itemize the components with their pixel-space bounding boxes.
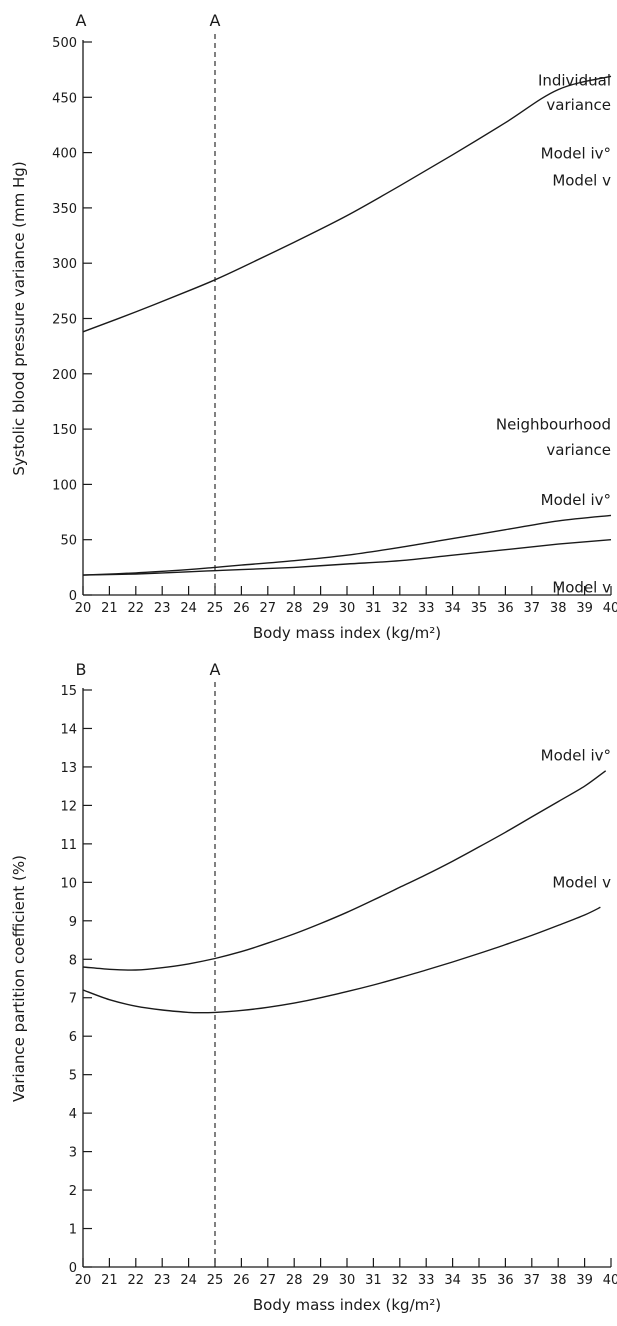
panel-b-x-tick-label: 33	[418, 1273, 435, 1288]
panel-b-annotation-1: Model iv°	[541, 746, 611, 764]
panel-a-y-tick-label: 300	[52, 257, 77, 272]
panel-b-y-tick-label: 8	[69, 953, 77, 968]
panel-a-annotation-7: Model iv°	[541, 491, 611, 509]
panel-a-annotation-6: variance	[546, 441, 611, 459]
panel-b-x-tick-label: 35	[471, 1273, 488, 1288]
panel-a-x-tick-label: 20	[75, 601, 92, 616]
panel-a-y-tick-label: 400	[52, 147, 77, 162]
panel-a-reference-label: A	[210, 11, 221, 30]
panel-b-y-tick-label: 3	[69, 1146, 77, 1161]
panel-a-x-tick-label: 37	[524, 601, 541, 616]
panel-b-y-tick-label: 0	[69, 1261, 77, 1276]
panel-a-series-line-3	[82, 539, 612, 576]
panel-a-letter: A	[76, 11, 87, 30]
panel-b-x-tick-label: 25	[207, 1273, 224, 1288]
panel-b-y-tick-label: 1	[69, 1223, 77, 1238]
panel-b-x-tick-label: 34	[444, 1273, 461, 1288]
panel-a-x-tick-label: 33	[418, 601, 435, 616]
panel-a-y-tick-label: 150	[52, 423, 77, 438]
panel-b-x-tick-label: 24	[180, 1273, 197, 1288]
panel-a-y-tick-label: 500	[52, 36, 77, 51]
panel-a-x-tick-label: 29	[312, 601, 329, 616]
panel-b-x-tick-label: 38	[550, 1273, 567, 1288]
panel-b-x-tick-label: 28	[286, 1273, 303, 1288]
panel-b-series-line-1	[82, 770, 607, 971]
panel-a-series-line-2	[82, 514, 612, 576]
panel-b-x-tick-label: 22	[128, 1273, 145, 1288]
panel-a-x-tick-label: 21	[101, 601, 118, 616]
panel-a-x-tick-label: 30	[339, 601, 356, 616]
panel-b-x-tick-label: 20	[75, 1273, 92, 1288]
panel-b-x-tick-label: 36	[497, 1273, 514, 1288]
panel-a-annotation-3: Model iv°	[541, 145, 611, 163]
panel-a-annotation-1: Individual	[538, 72, 611, 90]
panel-b-reference-label: A	[210, 660, 221, 679]
panel-b-x-tick-label: 30	[339, 1273, 356, 1288]
panel-a-x-tick-label: 38	[550, 601, 567, 616]
panel-a-series-line-1	[82, 75, 612, 333]
panel-b-x-tick-label: 32	[392, 1273, 409, 1288]
panel-a-y-tick-label: 0	[69, 589, 77, 604]
panel-b-y-tick-label: 11	[60, 838, 77, 853]
panel-b-x-tick-label: 26	[233, 1273, 250, 1288]
panel-a-annotation-5: Neighbourhood	[496, 416, 611, 434]
panel-b-x-tick-label: 27	[260, 1273, 277, 1288]
panel-a-annotation-4: Model v	[552, 171, 611, 189]
panel-b-x-tick-label: 40	[603, 1273, 617, 1288]
panel-b-letter: B	[76, 660, 87, 679]
panel-b-y-tick-label: 2	[69, 1184, 77, 1199]
panel-a-x-tick-label: 22	[128, 601, 145, 616]
panel-a-x-tick-label: 32	[392, 601, 409, 616]
panel-b-y-tick-label: 4	[69, 1107, 77, 1122]
panel-b-y-tick-label: 9	[69, 915, 77, 930]
panel-a-annotation-2: variance	[546, 96, 611, 114]
panel-a-x-tick-label: 25	[207, 601, 224, 616]
panel-b-y-tick-label: 6	[69, 1030, 77, 1045]
panel-b-x-tick-label: 23	[154, 1273, 171, 1288]
panel-b-annotation-2: Model v	[552, 873, 611, 891]
panel-b-x-tick-label: 39	[576, 1273, 593, 1288]
panel-b-x-tick-label: 31	[365, 1273, 382, 1288]
panel-b-y-tick-label: 15	[60, 684, 77, 699]
panel-b-y-tick-label: 12	[60, 799, 77, 814]
panel-b-x-axis-title: Body mass index (kg/m²)	[253, 1296, 441, 1314]
panel-b-y-axis-title: Variance partition coefficient (%)	[10, 855, 28, 1102]
panel-a-chart: A 0 50 100 150 200 250 300 350 400 450 500 20 21 22 23 2…	[10, 11, 617, 642]
panel-a-y-tick-label: 250	[52, 313, 77, 328]
panel-a-x-tick-label: 40	[603, 601, 617, 616]
panel-b-series-line-2	[82, 906, 601, 1014]
panel-b-y-tick-label: 14	[60, 722, 77, 737]
panel-a-x-tick-label: 28	[286, 601, 303, 616]
panel-a-y-tick-label: 350	[52, 202, 77, 217]
panel-b-x-tick-label: 21	[101, 1273, 118, 1288]
panel-a-y-tick-label: 50	[60, 534, 77, 549]
panel-a-x-tick-label: 35	[471, 601, 488, 616]
panel-b-y-tick-label: 5	[69, 1069, 77, 1084]
panel-b-y-tick-label: 7	[69, 992, 77, 1007]
panel-a-x-tick-label: 36	[497, 601, 514, 616]
panel-a-y-tick-label: 200	[52, 368, 77, 383]
panel-b-x-tick-label: 29	[312, 1273, 329, 1288]
panel-b-y-tick-label: 10	[60, 876, 77, 891]
panel-a-y-tick-label: 100	[52, 478, 77, 493]
panel-a-x-tick-label: 24	[180, 601, 197, 616]
panel-a-x-tick-label: 23	[154, 601, 171, 616]
panel-a-x-tick-label: 34	[444, 601, 461, 616]
panel-a-annotation-8: Model v	[552, 578, 611, 596]
panel-b-y-tick-label: 13	[60, 761, 77, 776]
panel-a-x-tick-label: 39	[576, 601, 593, 616]
panel-a-x-tick-label: 27	[260, 601, 277, 616]
panel-a-x-axis-title: Body mass index (kg/m²)	[253, 624, 441, 642]
panel-a-y-axis-title: Systolic blood pressure variance (mm Hg)	[10, 161, 28, 475]
panel-b-x-tick-label: 37	[524, 1273, 541, 1288]
panel-a-y-tick-label: 450	[52, 91, 77, 106]
panel-a-x-tick-label: 31	[365, 601, 382, 616]
panel-a-x-tick-label: 26	[233, 601, 250, 616]
